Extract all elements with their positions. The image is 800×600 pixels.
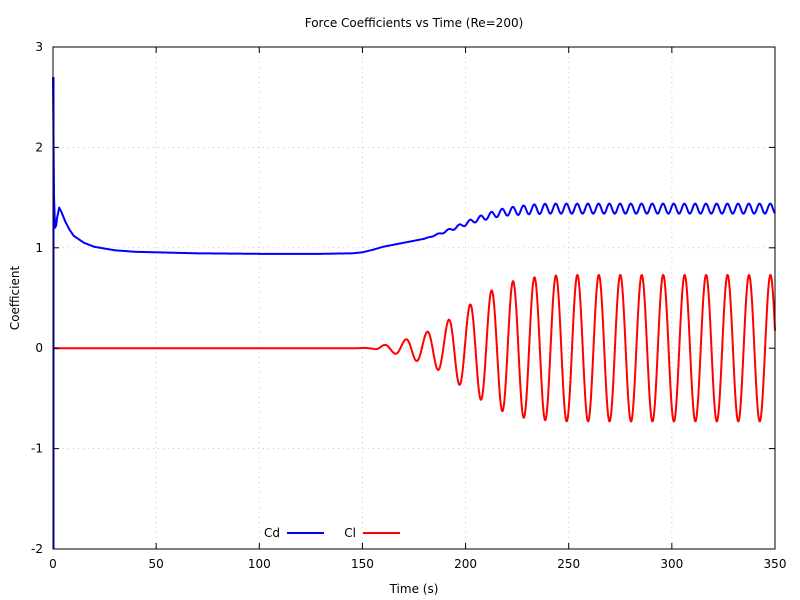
ticks	[52, 46, 776, 550]
legend-entry-cl: Cl	[344, 526, 400, 540]
y-tick-label: -1	[31, 442, 43, 456]
y-tick-label: 3	[35, 40, 43, 54]
grid	[53, 47, 775, 549]
x-tick-label: 0	[49, 557, 57, 571]
x-tick-label: 250	[557, 557, 580, 571]
x-tick-label: 100	[248, 557, 271, 571]
x-tick-label: 350	[764, 557, 787, 571]
y-tick-label: 1	[35, 241, 43, 255]
legend-label: Cl	[344, 526, 356, 540]
x-tick-label: 50	[149, 557, 164, 571]
tick-labels: 0 50 100 150 200 250 300 350 -2 -1 0 1 2 3	[31, 40, 786, 571]
series-layer	[52, 77, 776, 549]
x-axis-label: Time (s)	[389, 582, 439, 596]
y-tick-label: -2	[31, 542, 43, 556]
legend-label: Cd	[264, 526, 280, 540]
y-tick-label: 0	[35, 341, 43, 355]
chart-title: Force Coefficients vs Time (Re=200)	[305, 16, 524, 30]
plot-frame	[52, 46, 776, 550]
y-axis-label: Coefficient	[8, 266, 22, 331]
legend: Cd Cl	[264, 526, 400, 540]
x-tick-label: 150	[351, 557, 374, 571]
x-tick-label: 300	[660, 557, 683, 571]
x-tick-label: 200	[454, 557, 477, 571]
series-line-cd	[52, 77, 776, 255]
series-line-cl	[52, 273, 776, 423]
legend-entry-cd: Cd	[264, 526, 324, 540]
y-tick-label: 2	[35, 140, 43, 154]
